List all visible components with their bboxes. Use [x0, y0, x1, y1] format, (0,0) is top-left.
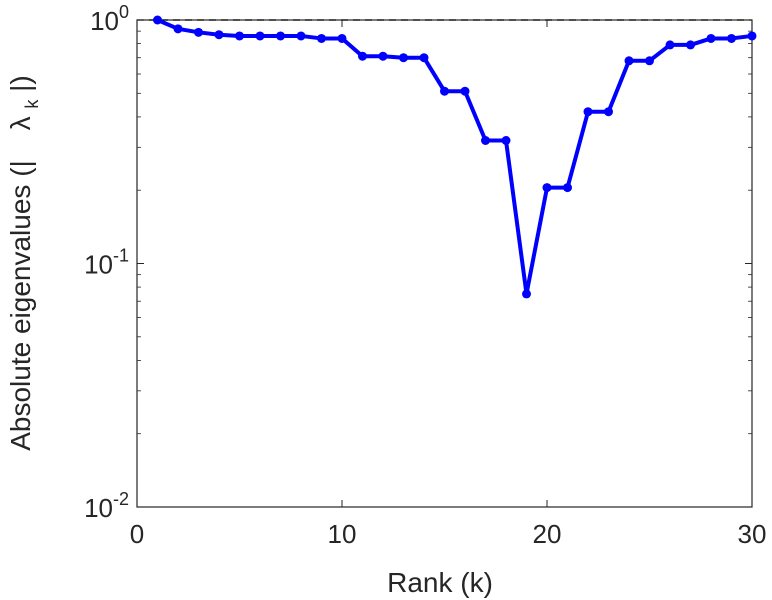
data-point — [481, 135, 490, 145]
data-point — [255, 31, 265, 41]
data-point — [173, 24, 183, 34]
y-axis-label: Absolute eigenvalues (| λ k |) — [5, 75, 44, 451]
data-point — [460, 86, 470, 96]
y-tick-label-base: 10 — [84, 493, 113, 523]
x-tick-label: 30 — [738, 519, 767, 549]
data-point — [522, 289, 531, 299]
data-point — [604, 107, 613, 117]
y-tick-label-exponent: -2 — [113, 489, 129, 509]
y-axis-label-part1: Absolute eigenvalues (| — [5, 160, 36, 451]
data-point — [645, 56, 654, 66]
data-point — [706, 33, 716, 43]
data-point — [296, 31, 306, 41]
data-point — [214, 30, 224, 40]
data-point — [317, 33, 326, 43]
y-axis-label-subscript: k — [22, 99, 42, 109]
y-tick-label: 100 — [90, 2, 129, 36]
data-point — [686, 40, 695, 50]
y-tick-label-base: 10 — [90, 6, 119, 36]
y-axis-label-part2: |) — [5, 75, 36, 92]
data-point — [665, 40, 675, 50]
y-tick-label-exponent: -1 — [113, 246, 129, 266]
y-axis-label-symbol: λ — [5, 116, 36, 130]
y-tick-label-base: 10 — [84, 250, 113, 280]
x-tick-label: 0 — [130, 519, 144, 549]
data-point — [194, 27, 203, 37]
x-axis-label: Rank (k) — [387, 567, 493, 598]
data-point — [235, 31, 244, 41]
data-point — [358, 51, 367, 61]
data-point — [276, 31, 285, 41]
axis-ticks — [136, 19, 753, 508]
series-line — [156, 18, 753, 296]
data-point — [153, 15, 162, 25]
data-point — [399, 53, 408, 63]
series-layer — [153, 15, 757, 299]
data-point — [337, 33, 347, 43]
data-point — [419, 53, 429, 63]
data-point — [747, 31, 757, 41]
y-tick-label-exponent: 0 — [119, 2, 129, 22]
x-tick-label: 20 — [533, 519, 562, 549]
data-point — [624, 56, 634, 66]
data-point — [378, 51, 388, 61]
data-point — [501, 135, 511, 145]
data-point — [563, 183, 572, 193]
x-tick-label: 10 — [328, 519, 357, 549]
y-tick-label: 10-1 — [84, 246, 129, 280]
data-point — [583, 107, 593, 117]
data-point — [542, 183, 552, 193]
data-point — [440, 86, 449, 96]
data-point — [727, 33, 736, 43]
y-tick-label: 10-2 — [84, 489, 129, 523]
